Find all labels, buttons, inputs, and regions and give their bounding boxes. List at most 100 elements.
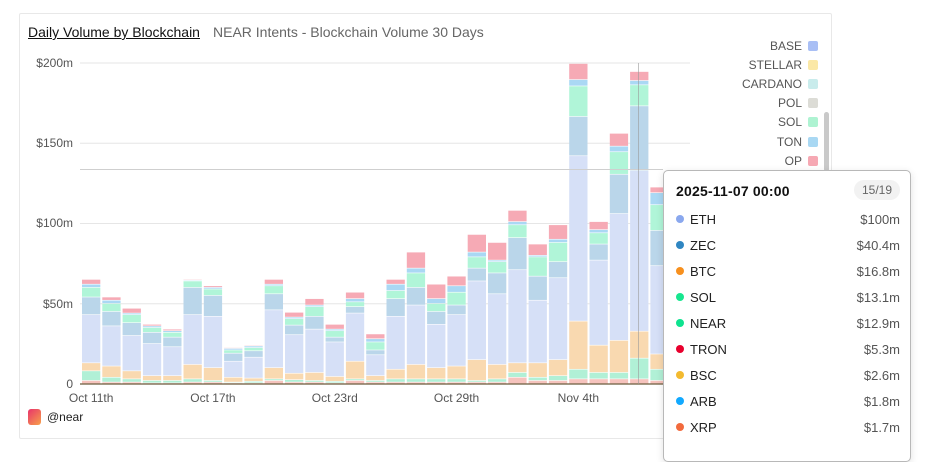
bar-segment-tron <box>285 382 303 383</box>
bar-segment-eth <box>366 355 384 375</box>
series-dot-icon <box>676 397 684 405</box>
bar-segment-near <box>488 379 506 382</box>
bar-segment-ton <box>590 230 608 233</box>
bar-segment-near <box>569 370 587 379</box>
legend-item-op[interactable]: OP <box>742 151 818 170</box>
bar-segment-zec <box>244 351 262 357</box>
bar-segment-tron <box>590 379 608 383</box>
bar-segment-near <box>508 373 526 377</box>
bar-segment-ton <box>244 346 262 347</box>
bar-segment-sol <box>346 302 364 306</box>
bar-segment-near <box>184 379 202 382</box>
bar-segment-btc <box>468 360 486 380</box>
legend-swatch <box>808 60 818 70</box>
bar-segment-zec <box>204 296 222 316</box>
bar-segment-btc <box>82 363 100 370</box>
bar-segment-near <box>468 381 486 382</box>
bar-segment-eth <box>610 214 628 340</box>
bar-segment-zec <box>468 268 486 280</box>
bar-segment-btc <box>549 360 567 375</box>
legend-swatch <box>808 117 818 127</box>
bar-segment-zec <box>346 307 364 313</box>
legend-item-cardano[interactable]: CARDANO <box>742 74 818 93</box>
bar-segment-zec <box>366 350 384 354</box>
tooltip-row-bsc: BSC$2.6m <box>676 365 900 385</box>
bar-segment-ton <box>549 240 567 243</box>
legend-swatch <box>808 98 818 108</box>
tooltip-series-name: NEAR <box>690 316 726 331</box>
series-dot-icon <box>676 267 684 275</box>
bar-segment-tron <box>305 382 323 383</box>
bar-segment-near <box>447 379 465 382</box>
bar-segment-zec <box>184 288 202 315</box>
legend-label: OP <box>785 154 802 168</box>
bar-segment-op <box>427 284 445 298</box>
bar-segment-near <box>82 371 100 380</box>
series-dot-icon <box>676 215 684 223</box>
legend-item-base[interactable]: BASE <box>742 36 818 55</box>
brand: @near <box>28 409 83 425</box>
bar-segment-tron <box>630 379 648 383</box>
tooltip-series-value: $1.7m <box>864 420 900 435</box>
bar-segment-eth <box>468 281 486 359</box>
bar-segment-op <box>265 280 283 284</box>
bar-segment-near <box>123 379 141 382</box>
tooltip-series-name: ETH <box>690 212 716 227</box>
bar-segment-tron <box>407 382 425 383</box>
tooltip-date: 2025-11-07 00:00 <box>676 183 790 199</box>
bar-segment-op <box>305 299 323 305</box>
bar-segment-ton <box>265 284 283 285</box>
bar-segment-btc <box>123 371 141 378</box>
bar-segment-near <box>590 373 608 379</box>
bar-segment-btc <box>163 376 181 380</box>
bar-segment-sol <box>265 286 283 293</box>
bar-segment-sol <box>630 85 648 105</box>
bar-segment-sol <box>305 307 323 316</box>
tooltip-page-badge: 15/19 <box>854 180 900 200</box>
bar-segment-btc <box>346 362 364 379</box>
bar-segment-op <box>346 293 364 299</box>
bar-segment-zec <box>143 333 161 344</box>
tooltip-series-value: $40.4m <box>857 238 900 253</box>
bar-segment-ton <box>224 349 242 350</box>
bar-segment-zec <box>123 323 141 335</box>
bar-segment-zec <box>326 337 344 341</box>
bar-segment-ton <box>102 301 120 304</box>
bar-segment-op <box>326 325 344 329</box>
bar-segment-sol <box>407 273 425 287</box>
bar-segment-sol <box>610 152 628 174</box>
bar-segment-op <box>447 276 465 285</box>
bar-segment-btc <box>610 341 628 373</box>
legend-item-pol[interactable]: POL <box>742 94 818 113</box>
bar-segment-zec <box>265 294 283 309</box>
bar-segment-eth <box>387 317 405 369</box>
bar-segment-ton <box>610 146 628 151</box>
bar-segment-eth <box>265 310 283 367</box>
bar-segment-eth <box>427 325 445 368</box>
bar-segment-ton <box>529 256 547 257</box>
legend-item-stellar[interactable]: STELLAR <box>742 55 818 74</box>
bar-segment-near <box>326 382 344 383</box>
legend-item-sol[interactable]: SOL <box>742 113 818 132</box>
bar-segment-zec <box>102 312 120 326</box>
bar-segment-ton <box>204 288 222 289</box>
legend-item-ton[interactable]: TON <box>742 132 818 151</box>
bar-segment-tron <box>488 382 506 383</box>
bar-segment-btc <box>326 377 344 381</box>
tooltip-series-value: $12.9m <box>857 316 900 331</box>
bar-segment-near <box>630 358 648 378</box>
bar-segment-btc <box>407 365 425 379</box>
legend-scrollbar[interactable] <box>824 112 829 172</box>
bar-segment-btc <box>447 366 465 378</box>
tooltip-row-btc: BTC$16.8m <box>676 261 900 281</box>
bar-segment-eth <box>305 329 323 372</box>
bar-segment-sol <box>366 342 384 349</box>
bar-segment-op <box>529 244 547 255</box>
bar-segment-tron <box>529 381 547 384</box>
tooltip-series-value: $2.6m <box>864 368 900 383</box>
bar-segment-ton <box>346 299 364 302</box>
bar-segment-tron <box>387 382 405 383</box>
bar-segment-ton <box>123 313 141 314</box>
bar-segment-tron <box>366 382 384 383</box>
